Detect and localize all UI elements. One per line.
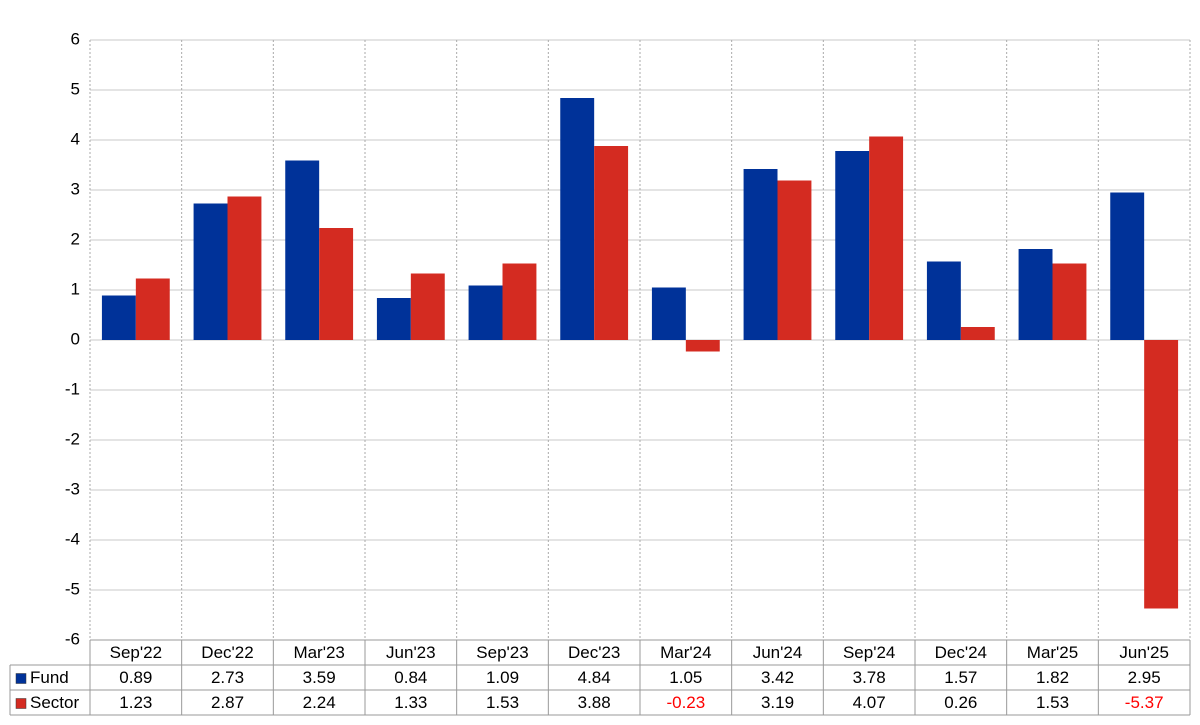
bar bbox=[1052, 263, 1087, 340]
bar bbox=[468, 285, 503, 340]
data-label: 4.07 bbox=[853, 693, 886, 712]
x-tick-label: Dec'22 bbox=[201, 643, 253, 662]
y-tick-label: -1 bbox=[65, 379, 80, 398]
bar bbox=[193, 203, 228, 340]
legend-label: Fund bbox=[30, 668, 69, 687]
bar bbox=[685, 340, 720, 352]
bar bbox=[135, 278, 170, 340]
bar bbox=[502, 263, 537, 340]
legend-label: Sector bbox=[30, 693, 79, 712]
bar bbox=[743, 169, 778, 340]
bar bbox=[926, 261, 961, 340]
data-label: 1.23 bbox=[119, 693, 152, 712]
data-label: 1.53 bbox=[486, 693, 519, 712]
bar bbox=[285, 160, 320, 340]
data-label: 2.24 bbox=[303, 693, 336, 712]
y-tick-label: 6 bbox=[71, 29, 80, 48]
bar bbox=[869, 136, 904, 340]
y-tick-label: 4 bbox=[71, 129, 80, 148]
data-label: -5.37 bbox=[1125, 693, 1164, 712]
bar bbox=[1018, 249, 1053, 340]
data-label: 1.57 bbox=[944, 668, 977, 687]
data-label: 3.42 bbox=[761, 668, 794, 687]
data-label: 1.05 bbox=[669, 668, 702, 687]
y-tick-label: -3 bbox=[65, 479, 80, 498]
x-tick-label: Sep'24 bbox=[843, 643, 895, 662]
bar bbox=[1110, 192, 1145, 340]
bar bbox=[560, 98, 595, 340]
y-tick-label: -6 bbox=[65, 629, 80, 648]
x-tick-label: Sep'22 bbox=[110, 643, 162, 662]
legend-swatch bbox=[15, 698, 27, 709]
y-tick-label: -2 bbox=[65, 429, 80, 448]
data-label: 1.53 bbox=[1036, 693, 1069, 712]
data-label: 0.89 bbox=[119, 668, 152, 687]
data-label: 3.19 bbox=[761, 693, 794, 712]
y-tick-label: -5 bbox=[65, 579, 80, 598]
bar bbox=[960, 327, 995, 340]
data-label: 3.88 bbox=[578, 693, 611, 712]
data-label: 3.59 bbox=[303, 668, 336, 687]
bar bbox=[376, 298, 411, 340]
x-tick-label: Mar'23 bbox=[293, 643, 344, 662]
bar bbox=[835, 151, 870, 340]
bar bbox=[1144, 340, 1179, 609]
data-label: 2.73 bbox=[211, 668, 244, 687]
data-label: 1.09 bbox=[486, 668, 519, 687]
x-tick-label: Dec'24 bbox=[935, 643, 987, 662]
legend-swatch bbox=[15, 673, 27, 684]
data-label: 4.84 bbox=[578, 668, 611, 687]
data-label: 1.82 bbox=[1036, 668, 1069, 687]
data-label: 2.95 bbox=[1128, 668, 1161, 687]
x-tick-label: Dec'23 bbox=[568, 643, 620, 662]
y-tick-label: 1 bbox=[71, 279, 80, 298]
data-label: 0.26 bbox=[944, 693, 977, 712]
x-tick-label: Mar'24 bbox=[660, 643, 711, 662]
y-tick-label: -4 bbox=[65, 529, 80, 548]
data-label: 1.33 bbox=[394, 693, 427, 712]
y-tick-label: 0 bbox=[71, 329, 80, 348]
y-tick-label: 2 bbox=[71, 229, 80, 248]
x-tick-label: Jun'24 bbox=[753, 643, 803, 662]
bar bbox=[594, 146, 629, 340]
x-tick-label: Mar'25 bbox=[1027, 643, 1078, 662]
bar bbox=[101, 295, 136, 340]
data-label: 3.78 bbox=[853, 668, 886, 687]
data-label: -0.23 bbox=[666, 693, 705, 712]
y-tick-label: 3 bbox=[71, 179, 80, 198]
bar bbox=[319, 228, 354, 340]
x-tick-label: Sep'23 bbox=[476, 643, 528, 662]
bar bbox=[777, 180, 812, 340]
x-tick-label: Jun'23 bbox=[386, 643, 436, 662]
bar bbox=[410, 273, 445, 340]
data-label: 0.84 bbox=[394, 668, 427, 687]
y-tick-label: 5 bbox=[71, 79, 80, 98]
x-tick-label: Jun'25 bbox=[1119, 643, 1169, 662]
data-label: 2.87 bbox=[211, 693, 244, 712]
bar bbox=[651, 287, 686, 340]
bar bbox=[227, 196, 262, 340]
